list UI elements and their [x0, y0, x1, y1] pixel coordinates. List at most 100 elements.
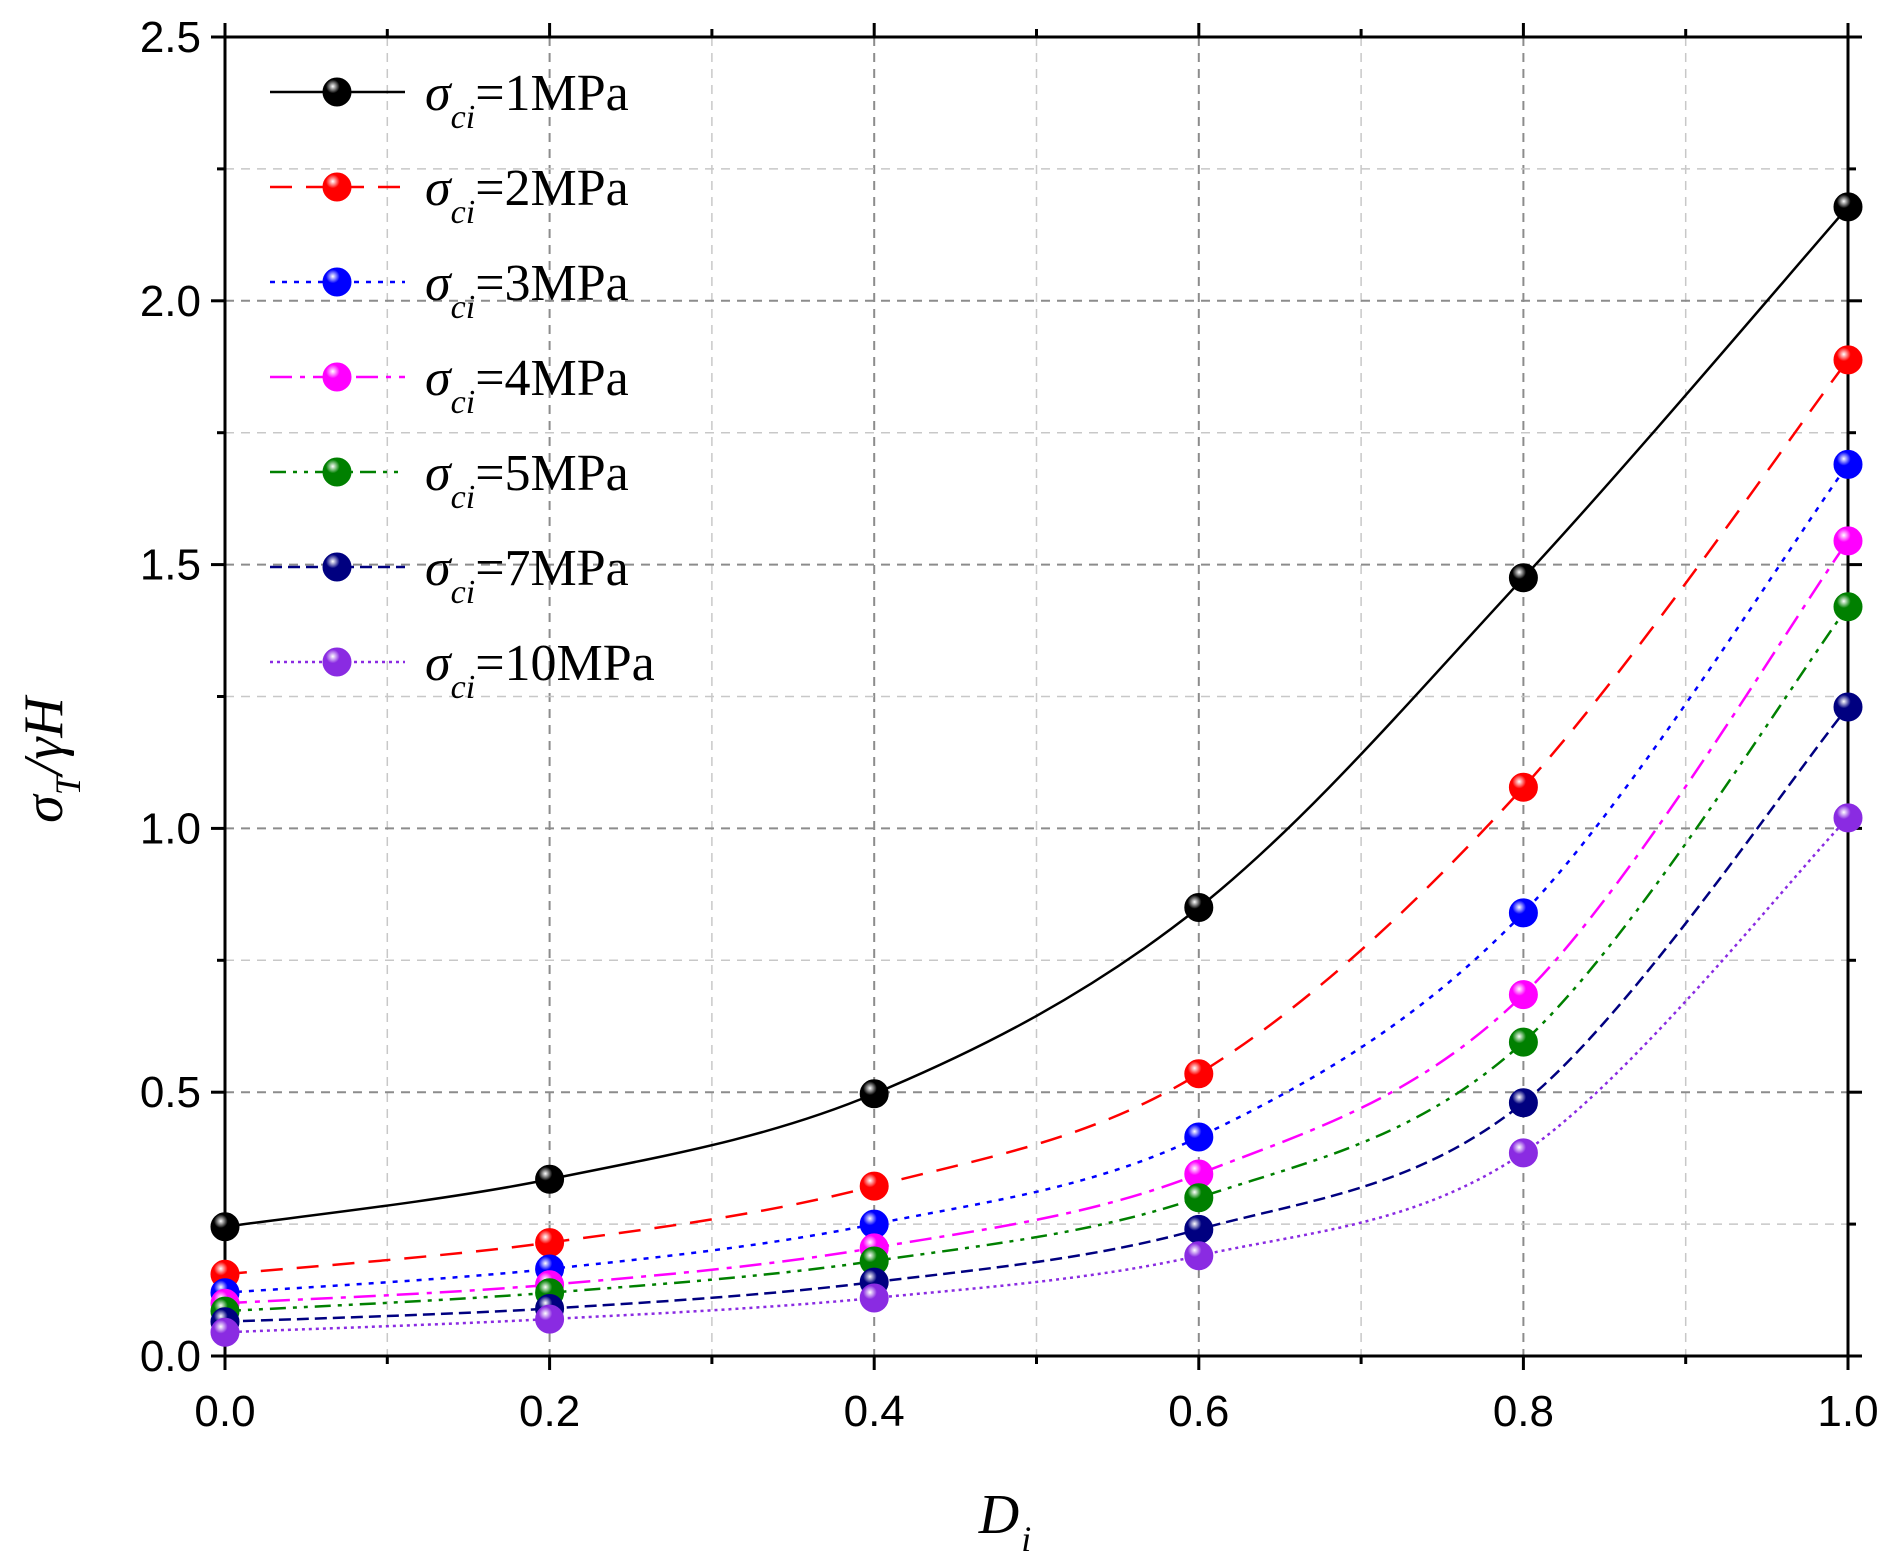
axis-titles: Di σT/γH [13, 695, 1031, 1559]
series-5 [210, 592, 1863, 1326]
legend-sigma: σ [425, 160, 453, 217]
y-axis-title: σT/γH [13, 695, 88, 823]
legend-marker [322, 267, 352, 297]
x-axis-title: Di [978, 1484, 1031, 1559]
data-point [1184, 1122, 1214, 1152]
data-point [1508, 980, 1538, 1010]
legend-value: =7MPa [475, 540, 629, 597]
data-point [859, 1171, 889, 1201]
data-point [1184, 1214, 1214, 1244]
y-tick-label: 2.5 [140, 13, 201, 62]
legend-entry: σci=7MPa [270, 540, 629, 611]
legend-value: =2MPa [475, 160, 629, 217]
axes: 0.0 0.2 0.4 0.6 0.8 1.0 0.0 0.5 1.0 1.5 2.0 2.5 [140, 13, 1879, 1436]
data-point [1508, 1138, 1538, 1168]
data-point [210, 1317, 240, 1347]
data-point [1184, 1059, 1214, 1089]
data-point [1833, 449, 1863, 479]
legend-marker [322, 552, 352, 582]
data-point [1184, 1183, 1214, 1213]
legend-label: σci=10MPa [425, 635, 655, 706]
legend-value: =5MPa [475, 445, 629, 502]
data-point [1508, 898, 1538, 928]
x-tick-label: 0.0 [194, 1387, 255, 1436]
legend-sigma: σ [425, 350, 453, 407]
data-point [535, 1304, 565, 1334]
legend-label: σci=5MPa [425, 445, 629, 516]
legend-value: =3MPa [475, 255, 629, 312]
x-tick-label: 1.0 [1817, 1387, 1878, 1436]
data-point [1833, 692, 1863, 722]
legend-label: σci=7MPa [425, 540, 629, 611]
series-line [224, 816, 1849, 1334]
legend-sigma: σ [425, 635, 453, 692]
x-tick-label: 0.8 [1493, 1387, 1554, 1436]
series-1 [210, 192, 1863, 1242]
series-line [224, 706, 1849, 1323]
legend-sigma: σ [425, 540, 453, 597]
legend-marker [322, 647, 352, 677]
series-7 [210, 803, 1863, 1347]
legend-value: =4MPa [475, 350, 629, 407]
grid [225, 37, 1848, 1356]
legend-sigma: σ [425, 255, 453, 312]
series-line [224, 206, 1849, 1228]
series-line [224, 359, 1849, 1276]
legend-label: σci=1MPa [425, 65, 629, 136]
data-point [1833, 192, 1863, 222]
series-line [224, 463, 1850, 1294]
series-line [224, 540, 1850, 1305]
data-point [1508, 1088, 1538, 1118]
legend-subscript: ci [451, 194, 476, 231]
legend-entry: σci=2MPa [270, 160, 629, 231]
legend-sigma: σ [425, 65, 453, 122]
y-tick-label: 0.0 [140, 1332, 201, 1381]
data-point [1184, 1241, 1214, 1271]
legend: σci=1MPaσci=2MPaσci=3MPaσci=4MPaσci=5MPa… [270, 65, 655, 706]
legend-entry: σci=4MPa [270, 350, 629, 421]
data-point [859, 1079, 889, 1109]
data-point [1833, 526, 1863, 556]
y-tick-label: 2.0 [140, 277, 201, 326]
legend-value: =10MPa [475, 635, 655, 692]
data-point [535, 1164, 565, 1194]
data-point [1508, 563, 1538, 593]
legend-marker [322, 457, 352, 487]
legend-sigma: σ [425, 445, 453, 502]
legend-label: σci=3MPa [425, 255, 629, 326]
legend-entry: σci=3MPa [270, 255, 629, 326]
data-point [1833, 345, 1863, 375]
data-point [1184, 893, 1214, 923]
legend-label: σci=4MPa [425, 350, 629, 421]
series-2 [210, 345, 1863, 1289]
y-tick-label: 0.5 [140, 1068, 201, 1117]
data-point [859, 1283, 889, 1313]
legend-subscript: ci [451, 289, 476, 326]
data-point [535, 1228, 565, 1258]
data-point [1833, 803, 1863, 833]
data-point [210, 1212, 240, 1242]
legend-subscript: ci [451, 669, 476, 706]
legend-entry: σci=1MPa [270, 65, 629, 136]
legend-subscript: ci [451, 384, 476, 421]
legend-subscript: ci [451, 574, 476, 611]
legend-marker [322, 362, 352, 392]
legend-entry: σci=10MPa [270, 635, 655, 706]
x-tick-label: 0.2 [519, 1387, 580, 1436]
legend-subscript: ci [451, 479, 476, 516]
y-tick-label: 1.5 [140, 541, 201, 590]
y-tick-label: 1.0 [140, 804, 201, 853]
x-tick-label: 0.4 [844, 1387, 905, 1436]
legend-entry: σci=5MPa [270, 445, 629, 516]
x-tick-label: 0.6 [1168, 1387, 1229, 1436]
legend-marker [322, 172, 352, 202]
data-point [1508, 1027, 1538, 1057]
legend-marker [322, 77, 352, 107]
data-point [1833, 592, 1863, 622]
legend-value: =1MPa [475, 65, 629, 122]
series-line [224, 606, 1850, 1313]
data-point [1508, 772, 1538, 802]
series-layer [210, 192, 1863, 1347]
legend-label: σci=2MPa [425, 160, 629, 231]
